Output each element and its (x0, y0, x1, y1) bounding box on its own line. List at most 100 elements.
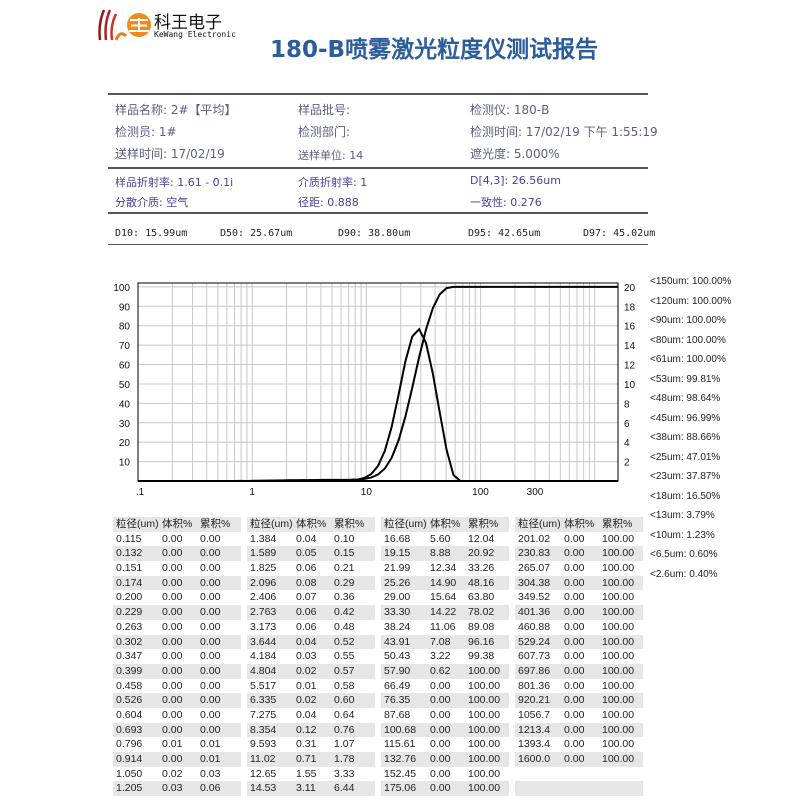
table-cell: 0.15 (334, 547, 355, 560)
table-row: 100.68 0.00 100.00 (381, 722, 509, 738)
table-cell: 0.52 (334, 635, 355, 648)
x-tick-label: 10 (361, 487, 373, 498)
cumulative-legend-item: <120um: 100.00% (650, 295, 732, 307)
y-left-tick-label: 100 (113, 283, 130, 294)
table-row: 0.458 0.00 0.00 (113, 679, 241, 694)
table-cell: 1.825 (250, 562, 277, 575)
table-cell: 8.354 (250, 723, 277, 736)
table-cell: 0.00 (200, 532, 221, 545)
table-row: 4.804 0.02 0.57 (247, 663, 375, 679)
cumulative-legend-item: <38um: 88.66% (650, 432, 721, 443)
table-cell: 0.00 (564, 650, 585, 663)
table-cell: 0.00 (564, 738, 585, 751)
table-cell: 4.184 (250, 650, 277, 663)
table-cell: 0.00 (564, 620, 585, 633)
table-cell: 89.08 (468, 620, 495, 633)
table-cell: 0.01 (162, 738, 183, 751)
table-cell: 0.00 (200, 664, 221, 677)
table-row: 1.205 0.03 0.06 (113, 781, 241, 797)
table-header: 粒径(um) 体积% 累积% (515, 517, 643, 532)
column-header: 累积% (602, 518, 633, 530)
table-cell: 0.00 (564, 606, 585, 619)
divider (108, 212, 648, 214)
table-cell: 100.00 (602, 547, 635, 560)
column-header: 体积% (564, 518, 595, 530)
table-row (515, 781, 643, 797)
info-field: 检测员: 1# (115, 125, 177, 139)
table-row: 1056.7 0.00 100.00 (515, 708, 643, 723)
table-cell: 0.00 (564, 591, 585, 604)
table-cell: 529.24 (518, 635, 551, 648)
table-cell: 20.92 (468, 547, 495, 560)
table-cell: 0.01 (200, 738, 221, 751)
table-cell: 0.04 (296, 532, 317, 545)
table-cell: 100.00 (602, 576, 635, 589)
table-row: 0.796 0.01 0.01 (113, 737, 241, 752)
table-row: 697.86 0.00 100.00 (515, 663, 643, 679)
table-cell: 100.00 (468, 753, 501, 765)
table-row: 0.526 0.00 0.00 (113, 693, 241, 708)
table-cell: 0.00 (162, 753, 183, 765)
table-cell: 100.68 (384, 723, 417, 736)
table-header: 粒径(um) 体积% 累积% (113, 517, 241, 532)
y-left-tick-label: 70 (119, 341, 131, 352)
table-cell: 3.11 (296, 782, 316, 795)
info-field: 检测仪: 180-B (470, 103, 550, 117)
table-cell: 0.07 (296, 591, 317, 604)
table-cell: 2.763 (250, 606, 277, 619)
table-cell: 349.52 (518, 591, 551, 604)
table-cell: 50.43 (384, 650, 411, 663)
table-cell: 9.593 (250, 738, 277, 751)
table-row: 0.115 0.00 0.00 (113, 532, 241, 547)
x-tick-label: 1 (249, 487, 255, 498)
table-row: 132.76 0.00 100.00 (381, 752, 509, 767)
table-cell: 3.644 (250, 635, 277, 648)
y-right-tick-label: 6 (624, 419, 630, 430)
d-value: D10: 15.99um (115, 228, 188, 239)
table-cell: 0.00 (200, 547, 221, 560)
table-cell: 100.00 (468, 708, 501, 721)
info-field: 送样单位: 14 (298, 149, 364, 162)
table-row: 16.68 5.60 12.04 (381, 532, 509, 547)
table-cell: 57.90 (384, 664, 411, 677)
table-cell: 0.302 (116, 635, 143, 648)
table-cell: 0.00 (200, 562, 221, 575)
table-cell: 21.99 (384, 562, 411, 575)
table-cell: 0.00 (200, 650, 221, 663)
table-cell: 1393.4 (518, 738, 551, 751)
table-cell: 0.21 (334, 562, 355, 575)
table-row: 2.406 0.07 0.36 (247, 590, 375, 605)
table-cell: 0.00 (430, 782, 451, 795)
table-row: 1213.4 0.00 100.00 (515, 722, 643, 738)
table-cell: 99.38 (468, 650, 495, 663)
table-cell: 0.151 (116, 562, 143, 575)
divider (108, 244, 648, 245)
table-cell: 0.01 (296, 679, 317, 692)
table-cell: 0.693 (116, 723, 143, 736)
table-cell: 0.64 (334, 708, 355, 721)
cumulative-legend-item: <23um: 37.87% (650, 471, 721, 482)
table-row: 801.36 0.00 100.00 (515, 679, 643, 694)
table-cell: 100.00 (602, 679, 635, 692)
info-field: 送样时间: 17/02/19 (115, 147, 225, 161)
table-cell: 1056.7 (518, 708, 551, 721)
table-cell: 0.00 (430, 753, 451, 765)
table-cell: 100.00 (602, 753, 635, 765)
y-right-tick-label: 10 (624, 380, 636, 391)
table-row: 401.36 0.00 100.00 (515, 605, 643, 620)
y-right-tick-label: 4 (624, 438, 630, 449)
table-cell: 0.00 (162, 708, 183, 721)
cumulative-legend-item: <25um: 47.01% (650, 451, 721, 463)
table-cell: 100.00 (602, 562, 635, 575)
table-cell: 0.00 (430, 738, 451, 751)
y-right-tick-label: 14 (624, 341, 636, 352)
table-cell: 29.00 (384, 591, 411, 604)
y-left-tick-label: 40 (119, 399, 131, 410)
table-header: 粒径(um) 体积% 累积% (247, 517, 375, 532)
table-row: 2.763 0.06 0.42 (247, 605, 375, 620)
table-cell: 0.00 (564, 532, 585, 545)
table-row: 230.83 0.00 100.00 (515, 546, 643, 562)
table-cell: 38.24 (384, 620, 411, 633)
table-cell: 0.00 (200, 708, 221, 721)
table-cell: 401.36 (518, 606, 551, 619)
